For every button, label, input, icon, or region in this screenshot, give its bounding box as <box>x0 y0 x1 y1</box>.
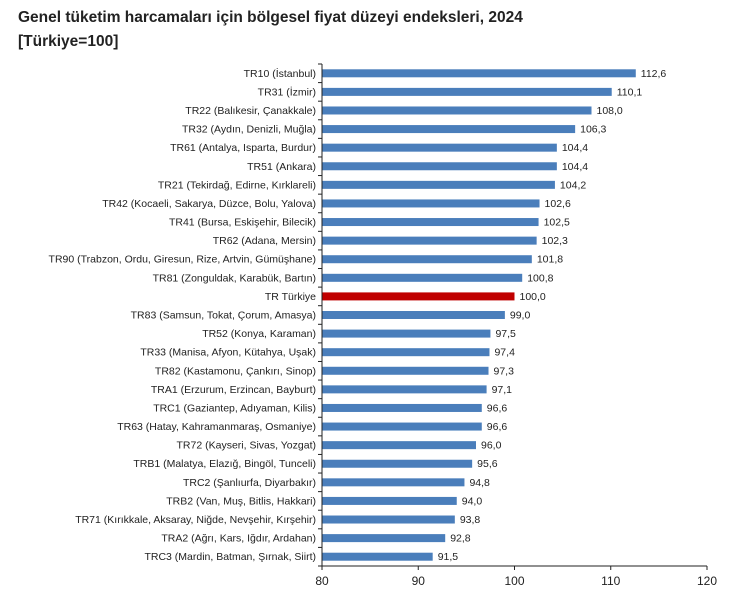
bar <box>322 292 515 301</box>
value-label: 99,0 <box>510 310 531 322</box>
value-label: 102,3 <box>542 235 568 247</box>
bar <box>322 534 446 543</box>
bar <box>322 143 557 152</box>
bar <box>322 459 473 468</box>
value-label: 94,8 <box>469 477 490 489</box>
value-label: 112,6 <box>641 68 667 80</box>
x-tick-label: 120 <box>697 574 717 588</box>
x-tick-label: 80 <box>315 574 329 588</box>
bar <box>322 255 532 264</box>
bar <box>322 422 482 431</box>
bar <box>322 125 576 134</box>
bar <box>322 385 487 394</box>
category-label: TR Türkiye <box>265 291 316 303</box>
category-label: TR10 (İstanbul) <box>244 67 316 80</box>
value-label: 93,8 <box>460 514 481 526</box>
value-label: 91,5 <box>438 551 459 563</box>
category-label: TR71 (Kırıkkale, Aksaray, Niğde, Nevşehi… <box>75 514 316 526</box>
value-label: 96,6 <box>487 421 508 433</box>
category-label: TR41 (Bursa, Eskişehir, Bilecik) <box>169 217 316 229</box>
category-label: TRB2 (Van, Muş, Bitlis, Hakkari) <box>166 495 316 507</box>
value-label: 97,3 <box>494 365 515 377</box>
chart-subtitle: [Türkiye=100] <box>18 33 119 50</box>
value-label: 104,2 <box>560 179 586 191</box>
value-label: 100,0 <box>520 291 546 303</box>
category-label: TR32 (Aydın, Denizli, Muğla) <box>182 124 316 136</box>
category-label: TR81 (Zonguldak, Karabük, Bartın) <box>153 272 316 284</box>
category-label: TR72 (Kayseri, Sivas, Yozgat) <box>177 440 316 452</box>
value-label: 108,0 <box>597 105 623 117</box>
value-label: 97,4 <box>494 347 515 359</box>
value-label: 100,8 <box>527 272 553 284</box>
value-label: 104,4 <box>562 161 588 173</box>
category-label: TR52 (Konya, Karaman) <box>202 328 316 340</box>
value-label: 97,1 <box>492 384 513 396</box>
bar <box>322 69 636 78</box>
bar <box>322 403 482 412</box>
bar <box>322 496 457 505</box>
category-label: TRB1 (Malatya, Elazığ, Bingöl, Tunceli) <box>133 458 316 470</box>
value-label: 95,6 <box>477 458 498 470</box>
category-label: TR42 (Kocaeli, Sakarya, Düzce, Bolu, Yal… <box>102 198 316 210</box>
bar <box>322 552 433 561</box>
bar <box>322 515 455 524</box>
category-label: TR61 (Antalya, Isparta, Burdur) <box>170 142 316 154</box>
bar <box>322 162 557 171</box>
bar <box>322 218 539 227</box>
value-label: 96,6 <box>487 402 508 414</box>
value-label: 92,8 <box>450 533 471 545</box>
category-label: TR21 (Tekirdağ, Edirne, Kırklareli) <box>158 179 316 191</box>
category-label: TR82 (Kastamonu, Çankırı, Sinop) <box>155 365 316 377</box>
category-label: TR51 (Ankara) <box>247 161 316 173</box>
bar <box>322 348 490 357</box>
bar <box>322 106 592 115</box>
category-label: TRC2 (Şanlıurfa, Diyarbakır) <box>183 477 316 489</box>
category-label: TRC3 (Mardin, Batman, Şırnak, Siirt) <box>144 551 316 563</box>
bar <box>322 236 537 245</box>
bar <box>322 478 465 487</box>
bar <box>322 87 612 96</box>
value-label: 94,0 <box>462 495 483 507</box>
bar <box>322 311 505 319</box>
category-label: TRA2 (Ağrı, Kars, Iğdır, Ardahan) <box>161 533 316 545</box>
x-tick-label: 90 <box>412 574 426 588</box>
category-label: TR31 (İzmir) <box>258 85 316 98</box>
category-label: TR33 (Manisa, Afyon, Kütahya, Uşak) <box>140 347 316 359</box>
category-label: TRC1 (Gaziantep, Adıyaman, Kilis) <box>153 402 316 414</box>
value-label: 96,0 <box>481 440 502 452</box>
category-label: TR62 (Adana, Mersin) <box>213 235 316 247</box>
category-label: TR63 (Hatay, Kahramanmaraş, Osmaniye) <box>117 421 316 433</box>
bar <box>322 199 540 208</box>
bar <box>322 366 489 375</box>
category-label: TR83 (Samsun, Tokat, Çorum, Amasya) <box>131 310 316 322</box>
category-label: TR90 (Trabzon, Ordu, Giresun, Rize, Artv… <box>49 254 316 266</box>
x-tick-label: 110 <box>601 574 620 588</box>
bar <box>322 273 523 282</box>
category-label: TRA1 (Erzurum, Erzincan, Bayburt) <box>151 384 316 396</box>
value-label: 97,5 <box>495 328 516 340</box>
value-label: 102,5 <box>544 217 570 229</box>
value-label: 106,3 <box>580 124 606 136</box>
chart-title-main: Genel tüketim harcamaları için bölgesel … <box>18 9 523 26</box>
bar <box>322 329 491 338</box>
bar <box>322 180 555 189</box>
value-label: 104,4 <box>562 142 588 154</box>
chart-title: Genel tüketim harcamaları için bölgesel … <box>18 6 523 54</box>
value-label: 102,6 <box>545 198 571 210</box>
value-label: 110,1 <box>617 86 643 98</box>
value-label: 101,8 <box>537 254 563 266</box>
bar <box>322 441 476 450</box>
x-tick-label: 100 <box>504 574 524 588</box>
category-label: TR22 (Balıkesir, Çanakkale) <box>185 105 316 117</box>
